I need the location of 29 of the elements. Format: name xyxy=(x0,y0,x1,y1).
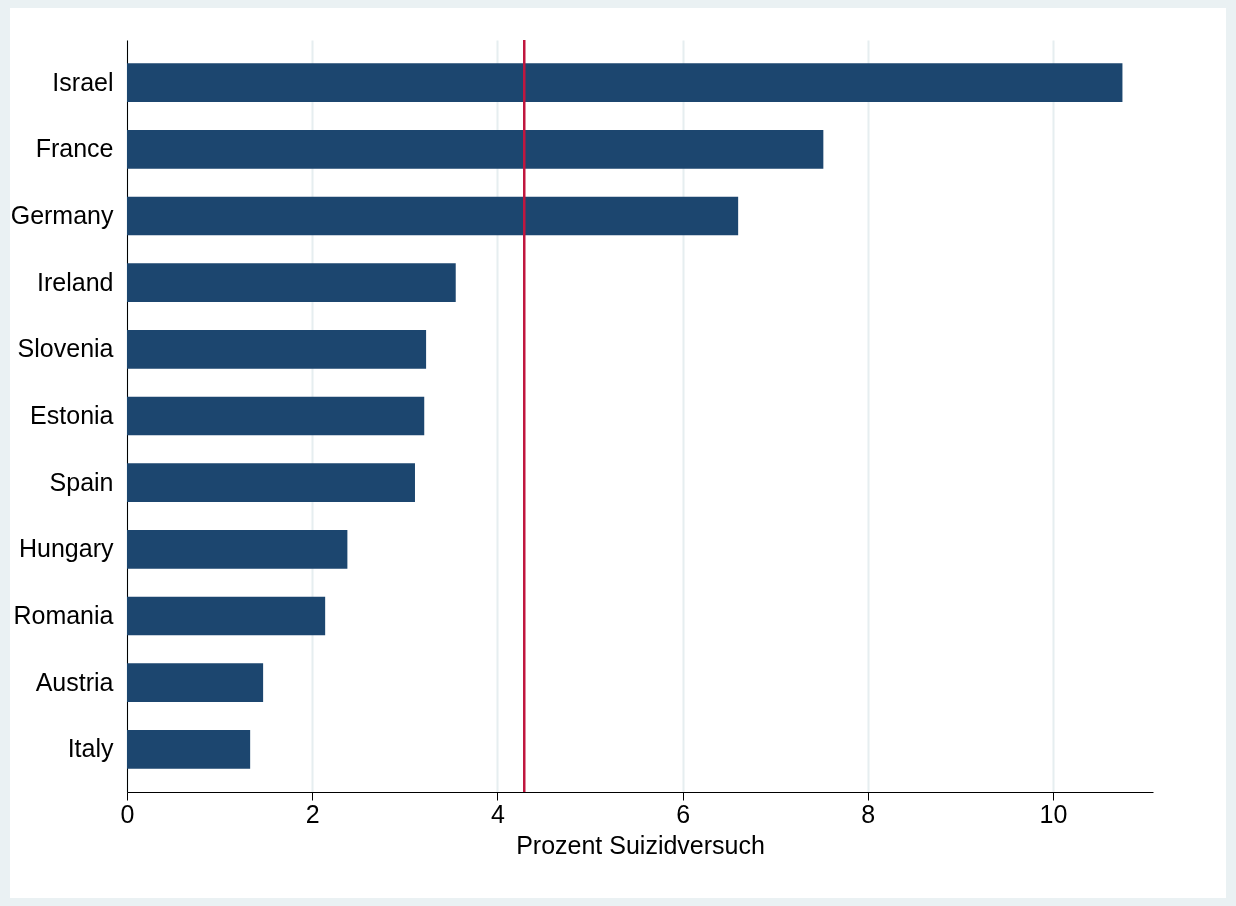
y-tick-label: Slovenia xyxy=(17,334,114,363)
x-axis-title: Prozent Suizidversuch xyxy=(516,830,765,859)
x-tick-label: 0 xyxy=(120,799,135,828)
bar xyxy=(127,130,824,169)
bar xyxy=(127,663,264,702)
y-tick-label: France xyxy=(35,134,114,163)
bar xyxy=(127,263,456,302)
y-tick-label: Israel xyxy=(52,67,114,96)
y-tick-label: Estonia xyxy=(30,401,114,429)
y-tick-label: Spain xyxy=(49,467,114,496)
y-tick-label: Ireland xyxy=(37,267,114,296)
x-tick-label: 4 xyxy=(490,799,505,828)
bar xyxy=(127,596,326,636)
x-tick-label: 6 xyxy=(676,799,691,828)
x-tick-label: 2 xyxy=(305,799,320,828)
bar xyxy=(127,63,1123,102)
y-tick-label: Germany xyxy=(10,201,114,229)
bar xyxy=(127,530,348,569)
y-tick-label: Romania xyxy=(13,601,114,629)
bar xyxy=(127,730,251,769)
y-tick-label: Hungary xyxy=(19,534,114,563)
x-tick-label: 10 xyxy=(1039,799,1068,828)
bar xyxy=(127,196,739,236)
bar xyxy=(127,396,425,436)
y-tick-label: Italy xyxy=(67,734,114,763)
x-tick-label: 8 xyxy=(861,799,876,828)
bar xyxy=(127,330,427,369)
y-tick-label: Austria xyxy=(35,667,114,696)
bar xyxy=(127,463,415,502)
